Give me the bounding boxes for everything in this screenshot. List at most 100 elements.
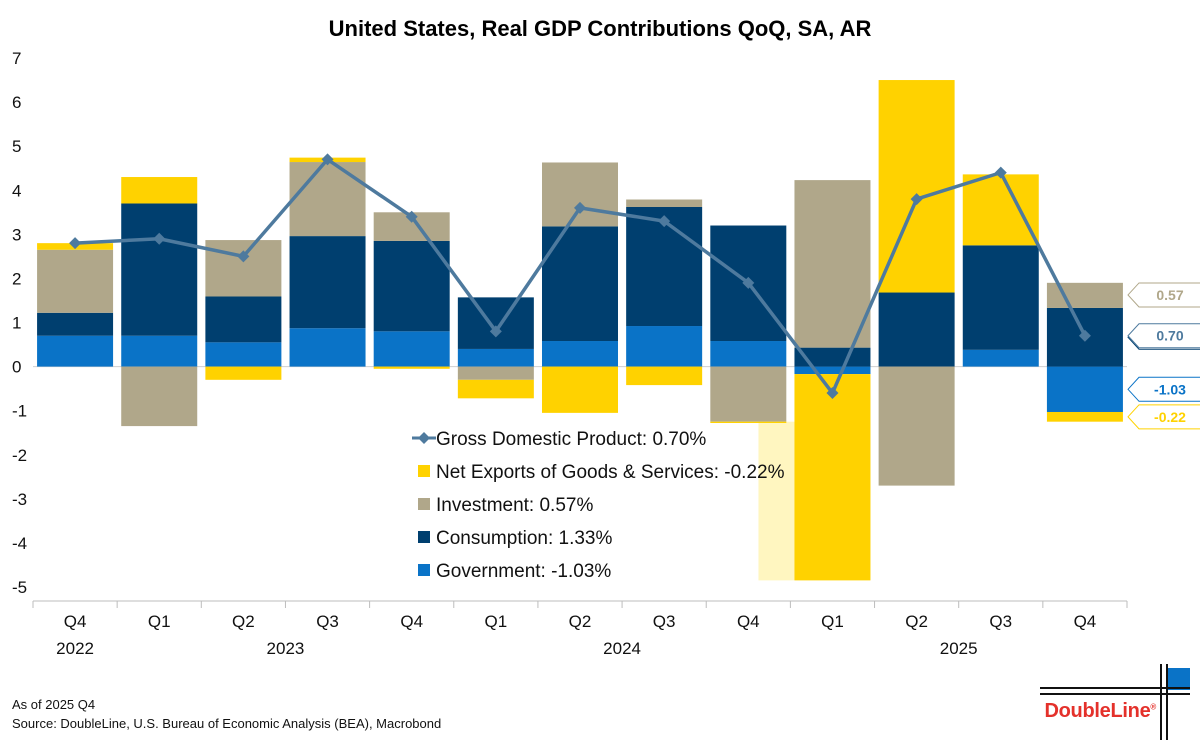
- highlight-layer: [758, 421, 795, 581]
- end-label: 0.57: [1127, 282, 1200, 308]
- gdp-point: [69, 237, 82, 250]
- x-tick-label: Q3: [989, 612, 1012, 631]
- y-tick-label: -1: [12, 402, 27, 421]
- bar-nx: [626, 366, 703, 386]
- legend-swatch: [418, 498, 430, 510]
- x-tick-label: Q1: [148, 612, 171, 631]
- end-label: -1.03: [1127, 376, 1200, 402]
- axis-layer: 7 6 5 4 3 2 1 0 -1 -2 -3 -4 -5 Q4 Q1 Q2 Q3 Q4 Q1 Q2 Q3 Q4 Q1 Q2…: [12, 49, 1128, 658]
- end-label-box: [1127, 282, 1200, 308]
- y-tick-label: 1: [12, 314, 21, 333]
- as-of-note: As of 2025 Q4: [12, 697, 96, 712]
- bar-nx: [373, 366, 450, 369]
- year-label: 2023: [267, 639, 305, 658]
- gdp-point: [153, 232, 166, 245]
- gdp-point: [658, 215, 671, 228]
- x-tick-label: Q3: [653, 612, 676, 631]
- legend: Gross Domestic Product: 0.70% Net Exports…: [412, 429, 785, 582]
- bar-nx: [1046, 411, 1123, 422]
- end-label-value: 0.57: [1156, 287, 1183, 303]
- legend-label: Government: -1.03%: [436, 561, 611, 582]
- legend-label: Investment: 0.57%: [436, 495, 593, 516]
- legend-item-nx: Net Exports of Goods & Services: -0.22%: [418, 462, 785, 483]
- x-tick-label: Q4: [737, 612, 760, 631]
- end-label-box: [1127, 323, 1200, 349]
- legend-item-inv: Investment: 0.57%: [418, 495, 593, 516]
- bar-inv: [542, 162, 618, 227]
- line-layer: [69, 153, 1091, 400]
- y-tick-label: -2: [12, 446, 27, 465]
- gdp-point: [742, 276, 755, 289]
- bar-nx: [710, 421, 787, 424]
- y-tick-label: 7: [12, 49, 21, 68]
- bar-inv: [626, 199, 703, 208]
- bar-cons: [962, 245, 1039, 350]
- gdp-point: [237, 250, 250, 263]
- x-tick-label: Q1: [821, 612, 844, 631]
- x-tick-label: Q4: [400, 612, 423, 631]
- bar-cons: [457, 297, 534, 349]
- legend-item-cons: Consumption: 1.33%: [418, 528, 612, 549]
- bar-inv: [878, 366, 955, 486]
- gdp-point: [910, 193, 923, 206]
- gdp-point: [1078, 329, 1091, 342]
- end-label: -0.22: [1127, 404, 1200, 430]
- legend-label: Net Exports of Goods & Services: -0.22%: [436, 462, 785, 483]
- legend-item-gov: Government: -1.03%: [418, 561, 611, 582]
- gdp-point: [994, 166, 1007, 179]
- x-tick-label: Q1: [485, 612, 508, 631]
- y-tick-label: -5: [12, 578, 27, 597]
- end-labels: 0.571.330.70-1.03-0.22: [1127, 282, 1200, 430]
- chart-title: United States, Real GDP Contributions Qo…: [329, 16, 872, 41]
- highlight-band: [758, 421, 795, 581]
- legend-label: Gross Domestic Product: 0.70%: [436, 429, 706, 450]
- bar-gov: [121, 335, 198, 367]
- gdp-point: [574, 201, 586, 214]
- x-tick-label: Q2: [232, 612, 255, 631]
- bar-gov: [626, 326, 703, 367]
- year-label: 2024: [603, 639, 641, 658]
- end-label-value: -1.03: [1154, 381, 1186, 397]
- bar-cons: [878, 292, 955, 367]
- doubleline-logo-mark: [1040, 664, 1190, 740]
- bar-gov: [37, 335, 114, 367]
- y-tick-label: 6: [12, 93, 21, 112]
- x-tick-label: Q2: [569, 612, 592, 631]
- y-tick-label: -3: [12, 490, 27, 509]
- bar-inv: [37, 249, 114, 313]
- bar-inv: [457, 366, 534, 380]
- bar-gov: [289, 328, 366, 367]
- source-note: Source: DoubleLine, U.S. Bureau of Econo…: [12, 716, 442, 731]
- end-label-box: [1127, 376, 1200, 402]
- y-tick-label: 3: [12, 225, 21, 244]
- bar-inv: [710, 366, 787, 422]
- x-tick-label: Q2: [905, 612, 928, 631]
- y-tick-label: 4: [12, 181, 21, 200]
- bar-cons: [289, 236, 366, 329]
- bar-gov: [373, 331, 450, 367]
- end-label-value: 0.70: [1156, 328, 1183, 344]
- legend-swatch: [418, 564, 430, 576]
- bar-inv: [794, 180, 871, 348]
- registered-mark: ®: [1150, 702, 1156, 712]
- end-label-box: [1127, 404, 1200, 430]
- end-label-value: -0.22: [1154, 409, 1186, 425]
- y-tick-label: 5: [12, 137, 21, 156]
- gdp-point: [826, 387, 839, 400]
- y-tick-label: 2: [12, 269, 21, 288]
- x-tick-label: Q3: [316, 612, 339, 631]
- bar-nx: [205, 366, 282, 380]
- year-label: 2022: [56, 639, 94, 658]
- y-tick-label: 0: [12, 358, 21, 377]
- end-label: 0.70: [1127, 323, 1200, 349]
- y-tick-label: -4: [12, 534, 27, 553]
- legend-swatch: [418, 465, 430, 477]
- bar-gov: [710, 341, 787, 367]
- doubleline-logo: DoubleLine®: [1045, 700, 1157, 723]
- gdp-point: [489, 325, 502, 338]
- legend-swatch: [418, 531, 430, 543]
- bar-nx: [542, 366, 618, 413]
- bar-nx: [457, 379, 534, 399]
- legend-diamond-marker: [418, 432, 430, 444]
